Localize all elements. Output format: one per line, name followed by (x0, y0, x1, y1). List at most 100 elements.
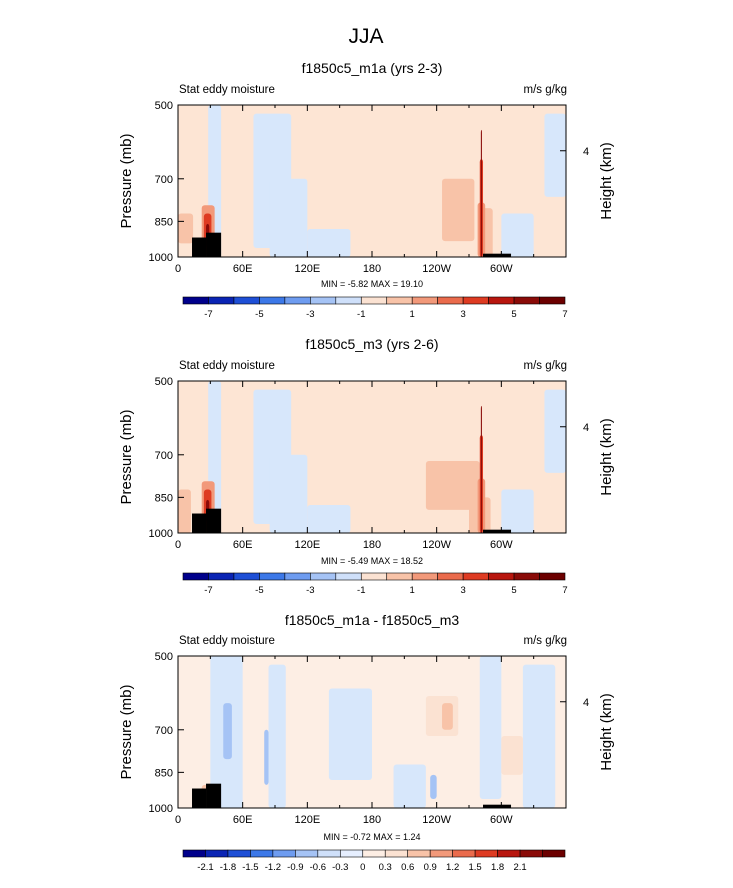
contour-patch (544, 113, 566, 197)
colorbar-label: 0.6 (401, 862, 414, 873)
x-tick-label: 180 (363, 263, 381, 275)
colorbar-label: -1.2 (265, 862, 281, 873)
stats-line: MIN = -5.82 MAX = 19.10 (321, 279, 423, 289)
right-string: m/s g/kg (524, 635, 567, 647)
topography-andes (483, 529, 512, 533)
y-axis-label: Pressure (mb) (118, 409, 135, 504)
colorbar-box (284, 572, 311, 581)
contour-patch (480, 405, 482, 533)
colorbar-label: -5 (255, 585, 263, 596)
x-tick-label: 0 (175, 814, 181, 826)
colorbar-box (233, 572, 260, 581)
panel-m3: f1850c5_m3 (yrs 2-6) Stat eddy moisture … (118, 336, 615, 596)
contour-patch (425, 460, 480, 510)
y-tick-label: 500 (155, 100, 173, 112)
contour-patch (178, 213, 194, 244)
colorbar-box (259, 296, 286, 305)
panel-difference: f1850c5_m1a - f1850c5_m3 Stat eddy moist… (118, 612, 615, 873)
panel-m1a: f1850c5_m1a (yrs 2-3) Stat eddy moisture… (118, 60, 615, 320)
x-tick-label: 60E (233, 814, 253, 826)
contour-patch (479, 656, 502, 800)
x-tick-label: 60W (490, 539, 513, 551)
y-tick-label: 850 (155, 216, 173, 228)
colorbar-box (182, 296, 209, 305)
colorbar-label: -3 (306, 585, 314, 596)
x-tick-label: 0 (175, 539, 181, 551)
y-tick-label: 700 (155, 725, 173, 737)
colorbar-box (335, 572, 362, 581)
topography-tibet-west (192, 513, 207, 533)
colorbar-box (386, 296, 413, 305)
colorbar-box (437, 296, 464, 305)
colorbar-box (233, 296, 260, 305)
colorbar-box (208, 572, 235, 581)
colorbar-box (384, 849, 409, 858)
colorbar-label: 2.1 (513, 862, 526, 873)
y-tick-label: 700 (155, 174, 173, 186)
colorbar-label: 1 (410, 585, 415, 596)
topography-andes (483, 804, 512, 808)
colorbar-label: 1.8 (491, 862, 504, 873)
colorbar-box (488, 296, 515, 305)
colorbar-box (513, 296, 540, 305)
y-tick-label: 1000 (149, 252, 173, 264)
topography-tibet-east (206, 232, 222, 257)
colorbar-box (310, 572, 337, 581)
colorbar-box (339, 849, 364, 858)
colorbar-label: -0.3 (332, 862, 348, 873)
colorbar-box (474, 849, 498, 858)
panel-title: f1850c5_m1a (yrs 2-3) (302, 60, 443, 76)
y-tick-label: 850 (155, 492, 173, 504)
contour-patch (328, 688, 372, 780)
contour-patch (430, 774, 437, 800)
colorbar-box (513, 572, 540, 581)
colorbar-box (182, 849, 206, 858)
figure-title: JJA (348, 25, 383, 48)
colorbar-label: 7 (562, 309, 567, 320)
colorbar-box (437, 572, 464, 581)
colorbar-label: -0.6 (310, 862, 326, 873)
contour-patch (269, 178, 308, 257)
left-string: Stat eddy moisture (179, 84, 275, 96)
panel-title: f1850c5_m3 (yrs 2-6) (305, 336, 438, 352)
y-tick-label-right: 4 (583, 697, 589, 709)
colorbar-box (360, 296, 388, 305)
y-tick-label: 500 (155, 651, 173, 663)
x-tick-label: 60E (233, 539, 253, 551)
colorbar-label: -7 (204, 585, 212, 596)
x-tick-label: 60E (233, 263, 253, 275)
topography-tibet-east (206, 783, 222, 808)
x-tick-label: 120E (294, 263, 320, 275)
colorbar-label: -7 (204, 309, 212, 320)
colorbar-label: -1.5 (242, 862, 258, 873)
contour-patch (307, 228, 351, 257)
x-tick-label: 60W (490, 814, 513, 826)
y-tick-label-right: 4 (583, 422, 589, 434)
contour-patch (501, 735, 523, 775)
colorbar-box (539, 572, 566, 581)
colorbar-box (360, 572, 388, 581)
colorbar-box (272, 849, 296, 858)
x-tick-label: 120W (422, 814, 451, 826)
colorbar-label: 1.5 (469, 862, 482, 873)
colorbar-label: -2.1 (197, 862, 213, 873)
contour-patch (480, 129, 482, 257)
colorbar-label: 0 (360, 862, 365, 873)
y-tick-label: 500 (155, 376, 173, 388)
contour-patch (442, 703, 453, 730)
contour-patch (307, 504, 351, 533)
stats-line: MIN = -0.72 MAX = 1.24 (323, 832, 420, 842)
colorbar-box (259, 572, 286, 581)
x-tick-label: 120W (422, 263, 451, 275)
x-tick-label: 180 (363, 814, 381, 826)
y-tick-label: 1000 (149, 803, 173, 815)
y-tick-label: 1000 (149, 528, 173, 540)
y-tick-label: 850 (155, 767, 173, 779)
colorbar-label: 3 (460, 585, 465, 596)
y-tick-label-right: 4 (583, 146, 589, 158)
colorbar-label: -0.9 (287, 862, 303, 873)
colorbar-box (310, 296, 337, 305)
x-tick-label: 0 (175, 263, 181, 275)
colorbar-box (519, 849, 543, 858)
